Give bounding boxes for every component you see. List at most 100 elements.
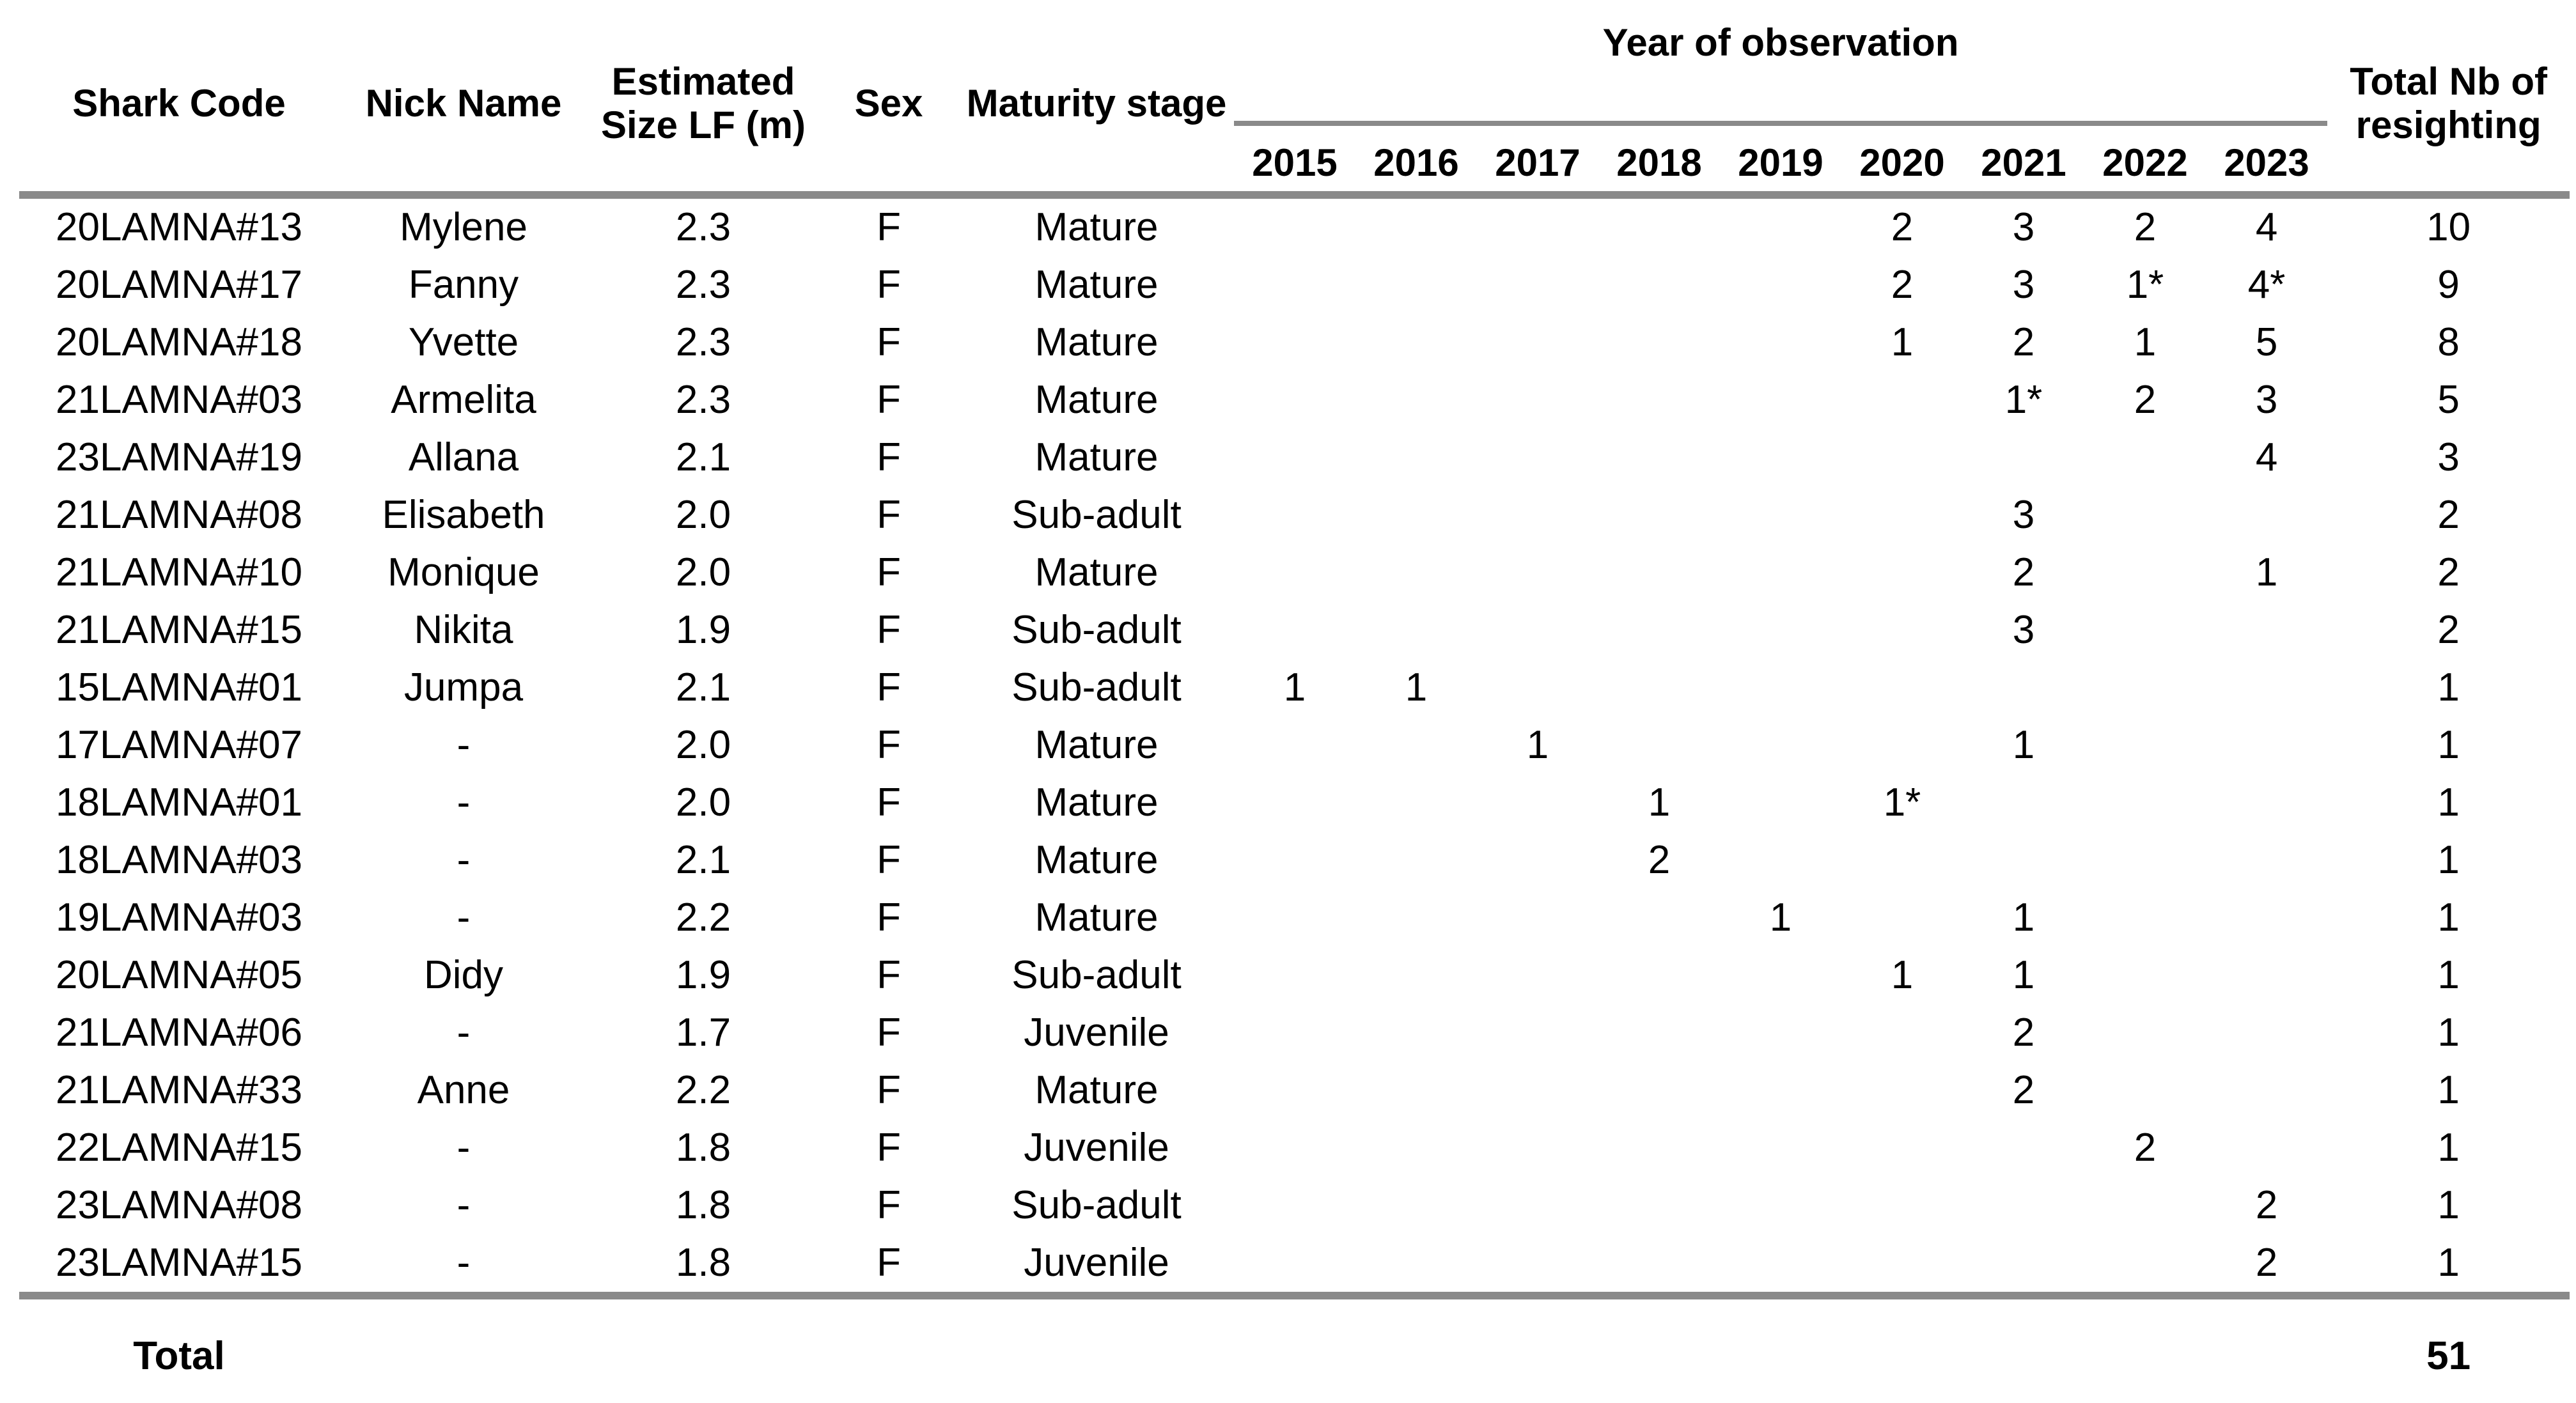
cell-nick-name: Monique [387, 550, 540, 594]
cell-shark-code: 19LAMNA#03 [55, 895, 303, 940]
cell-year-2020 [1841, 1062, 1963, 1119]
cell-year-2017: 1 [1526, 723, 1549, 767]
cell-year-2016 [1355, 544, 1477, 601]
cell-year-2016 [1355, 371, 1477, 429]
cell-year-2023 [2206, 947, 2327, 1004]
cell-nick-name: - [457, 780, 471, 825]
cell-year-2018 [1598, 889, 1720, 947]
cell-shark-code: 18LAMNA#01 [55, 780, 303, 825]
cell-year-2016 [1355, 195, 1477, 256]
cell-year-2017 [1477, 774, 1598, 832]
table-row: 20LAMNA#05 Didy 1.9 F Sub-adult 1 1 1 [19, 947, 2570, 1004]
cell-year-2019 [1720, 195, 1841, 256]
cell-year-2022 [2084, 601, 2206, 659]
table-row: 17LAMNA#07 - 2.0 F Mature 1 1 1 [19, 717, 2570, 774]
cell-year-2018 [1598, 371, 1720, 429]
cell-year-2022 [2084, 832, 2206, 889]
cell-year-2023: 4 [2255, 205, 2278, 249]
table-row: 22LAMNA#15 - 1.8 F Juvenile 2 1 [19, 1119, 2570, 1177]
cell-year-2015 [1234, 314, 1355, 371]
cell-maturity-stage: Mature [1034, 723, 1159, 767]
cell-year-2015 [1234, 195, 1355, 256]
cell-total-resighting: 1 [2437, 838, 2460, 882]
cell-maturity-stage: Mature [1034, 780, 1159, 825]
table-footer: Total 51 [19, 1292, 2570, 1403]
table-row: 21LAMNA#03 Armelita 2.3 F Mature 1* 2 3 … [19, 371, 2570, 429]
cell-year-2021 [1963, 429, 2084, 486]
cell-total-resighting: 8 [2437, 320, 2460, 364]
header-estimated-size: Estimated Size LF (m) [600, 60, 806, 146]
cell-year-2015 [1234, 429, 1355, 486]
cell-year-2020 [1841, 659, 1963, 717]
cell-year-2015 [1234, 544, 1355, 601]
cell-year-2021 [1963, 1119, 2084, 1177]
cell-year-2017 [1477, 601, 1598, 659]
cell-year-2021: 2 [2012, 550, 2035, 594]
cell-year-2017 [1477, 832, 1598, 889]
cell-total-resighting: 2 [2437, 608, 2460, 652]
cell-year-2021 [1963, 1234, 2084, 1296]
cell-year-2022 [2084, 717, 2206, 774]
cell-estimated-size: 2.3 [675, 378, 731, 422]
cell-year-2021: 2 [2012, 1068, 2035, 1112]
cell-year-2023: 4 [2255, 435, 2278, 479]
cell-estimated-size: 2.0 [675, 723, 731, 767]
cell-year-2016 [1355, 1062, 1477, 1119]
cell-shark-code: 17LAMNA#07 [55, 723, 303, 767]
cell-estimated-size: 2.1 [675, 665, 731, 709]
cell-year-2017 [1477, 947, 1598, 1004]
cell-year-2018: 1 [1648, 780, 1671, 825]
cell-estimated-size: 2.0 [675, 493, 731, 537]
cell-estimated-size: 1.8 [675, 1183, 731, 1227]
cell-shark-code: 21LAMNA#03 [55, 378, 303, 422]
cell-year-2019 [1720, 544, 1841, 601]
cell-sex: F [877, 953, 901, 997]
table-row: 21LAMNA#15 Nikita 1.9 F Sub-adult 3 2 [19, 601, 2570, 659]
cell-year-2022 [2084, 544, 2206, 601]
cell-year-2016 [1355, 429, 1477, 486]
table-row: 21LAMNA#10 Monique 2.0 F Mature 2 1 2 [19, 544, 2570, 601]
cell-total-resighting: 2 [2437, 493, 2460, 537]
cell-nick-name: - [457, 723, 471, 767]
cell-year-2015 [1234, 774, 1355, 832]
cell-year-2023: 4* [2247, 263, 2286, 307]
cell-year-2016 [1355, 889, 1477, 947]
header-year-2022: 2022 [2102, 141, 2188, 185]
header-year-2016: 2016 [1373, 141, 1459, 185]
cell-year-2018 [1598, 486, 1720, 544]
cell-year-2017 [1477, 659, 1598, 717]
cell-sex: F [877, 895, 901, 940]
cell-year-2023 [2206, 889, 2327, 947]
cell-year-2019 [1720, 486, 1841, 544]
cell-year-2016 [1355, 1119, 1477, 1177]
cell-total-resighting: 3 [2437, 435, 2460, 479]
cell-year-2016 [1355, 1177, 1477, 1234]
cell-sex: F [877, 550, 901, 594]
cell-total-resighting: 1 [2437, 1068, 2460, 1112]
cell-maturity-stage: Juvenile [1024, 1126, 1169, 1170]
cell-year-2020 [1841, 717, 1963, 774]
table-row: 21LAMNA#08 Elisabeth 2.0 F Sub-adult 3 2 [19, 486, 2570, 544]
cell-sex: F [877, 205, 901, 249]
cell-sex: F [877, 1241, 901, 1285]
cell-year-2020 [1841, 371, 1963, 429]
table-row: 19LAMNA#03 - 2.2 F Mature 1 1 1 [19, 889, 2570, 947]
cell-total-resighting: 1 [2437, 1011, 2460, 1055]
cell-year-2017 [1477, 1177, 1598, 1234]
cell-year-2017 [1477, 1004, 1598, 1062]
cell-maturity-stage: Juvenile [1024, 1241, 1169, 1285]
cell-year-2015 [1234, 1062, 1355, 1119]
cell-year-2018 [1598, 544, 1720, 601]
cell-sex: F [877, 780, 901, 825]
cell-year-2019 [1720, 717, 1841, 774]
cell-year-2021: 2 [2012, 320, 2035, 364]
cell-year-2015 [1234, 1177, 1355, 1234]
cell-year-2022: 1* [2126, 263, 2164, 307]
table-row: 20LAMNA#13 Mylene 2.3 F Mature 2 3 2 4 1… [19, 195, 2570, 256]
cell-shark-code: 21LAMNA#06 [55, 1011, 303, 1055]
cell-shark-code: 23LAMNA#19 [55, 435, 303, 479]
cell-maturity-stage: Sub-adult [1011, 665, 1182, 709]
cell-year-2020 [1841, 1234, 1963, 1296]
cell-year-2022: 2 [2134, 205, 2157, 249]
cell-year-2019 [1720, 1234, 1841, 1296]
